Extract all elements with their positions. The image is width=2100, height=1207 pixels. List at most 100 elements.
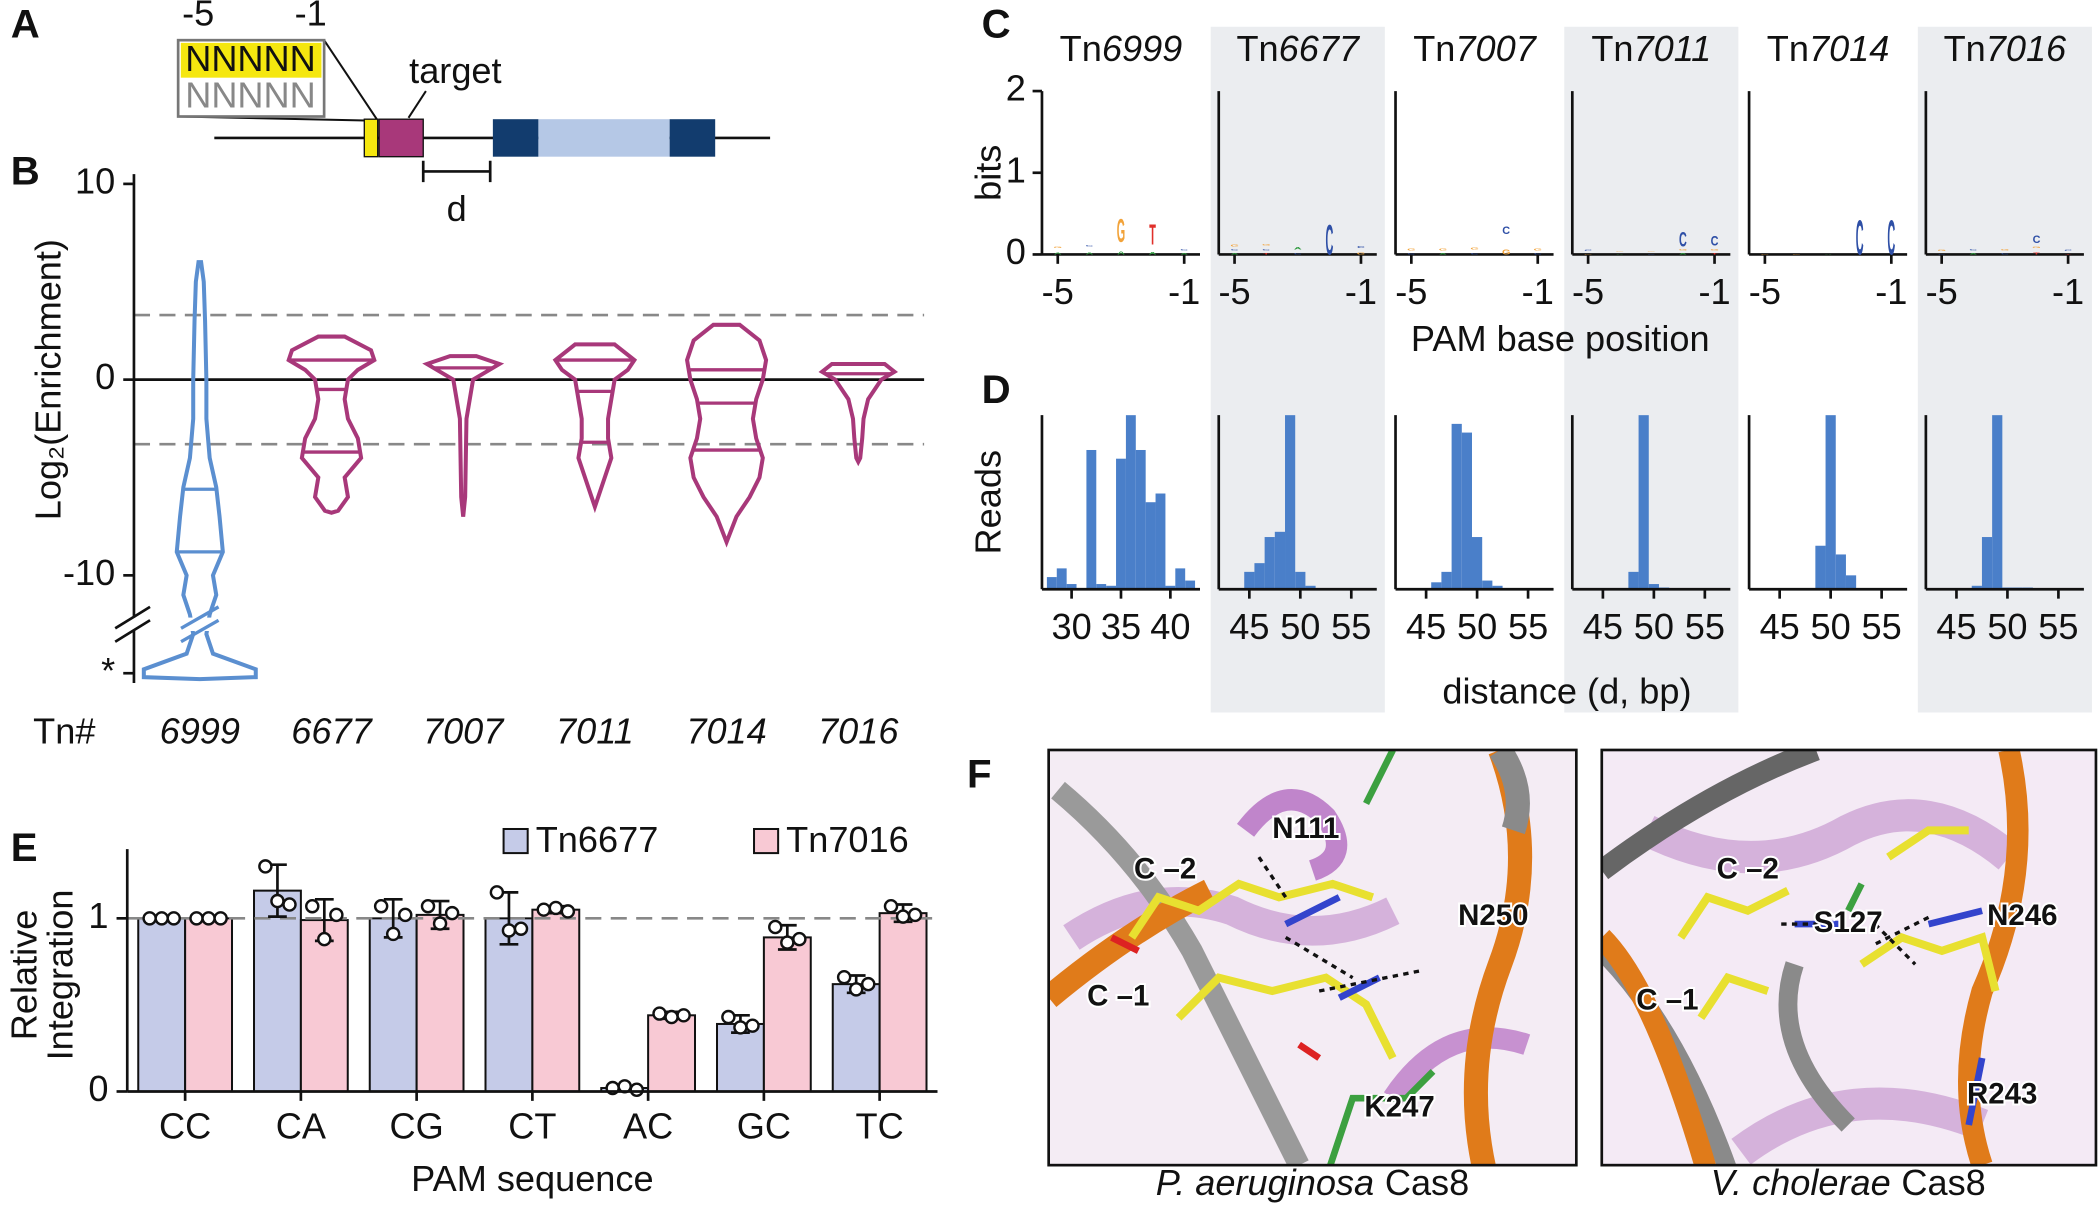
- pos-label: -5: [182, 0, 214, 34]
- column-shade: [1564, 26, 1739, 713]
- tn-end: [669, 119, 716, 157]
- bar: [1295, 571, 1306, 590]
- caption-protein: Cas8: [1901, 1162, 1985, 1203]
- bar: [762, 936, 812, 1093]
- x-tick-label: 6999: [160, 710, 240, 751]
- logo-letter: T: [1263, 253, 1270, 255]
- logo-letter: A: [1085, 252, 1093, 255]
- panel-label: E: [11, 825, 38, 870]
- bar: [1971, 585, 1982, 590]
- bar: [184, 917, 234, 1093]
- y-tick-label: -10: [63, 552, 115, 593]
- diagram-a: NNNNN NNNNN -5 -1 target d: [176, 0, 771, 229]
- bar: [1441, 571, 1452, 590]
- title-number: 7016: [1986, 27, 2067, 68]
- logo-letter: G: [1761, 254, 1769, 255]
- replicate-point: [836, 969, 852, 985]
- x-tick-label: -5: [1218, 271, 1250, 312]
- bar: [1185, 580, 1196, 590]
- logo-letter: A: [1679, 253, 1687, 255]
- bar: [1145, 502, 1156, 590]
- y-axis-label: bits: [968, 145, 1009, 201]
- x-tick-label: 30: [1051, 606, 1091, 647]
- logo-title: Tn7007: [1413, 27, 1537, 68]
- residue-label: C –2: [1134, 852, 1196, 885]
- logo-letter: G: [1679, 249, 1687, 251]
- violin-break: [180, 618, 220, 644]
- bar: [1992, 415, 2003, 590]
- logo-letter: G: [1534, 248, 1542, 251]
- axis-break: [114, 605, 151, 630]
- logo-letter: C: [2001, 253, 2009, 255]
- replicate-point: [536, 902, 551, 917]
- residue-label: C –1: [1636, 984, 1698, 1017]
- bar: [1155, 493, 1166, 590]
- column-shade: [1210, 26, 1385, 713]
- bar: [1431, 582, 1442, 590]
- legend-label: Tn6677: [536, 819, 659, 860]
- logo-letter: A: [1054, 252, 1062, 255]
- pam-block: [363, 118, 379, 158]
- bar: [1106, 585, 1117, 590]
- logo-letter: C: [2033, 234, 2041, 246]
- replicate-point: [895, 909, 911, 924]
- title-prefix: Tn: [1591, 27, 1633, 68]
- x-axis-label: Tn#: [33, 710, 95, 751]
- title-number: 6999: [1102, 27, 1182, 68]
- x-tick-label: -5: [1042, 271, 1074, 312]
- replicate-point: [792, 931, 807, 947]
- bar: [368, 917, 418, 1093]
- bar: [1638, 415, 1649, 590]
- x-tick-label: -5: [1926, 271, 1958, 312]
- x-tick-label: 40: [1150, 606, 1190, 647]
- x-tick-label: 55: [1508, 606, 1548, 647]
- replicate-point: [373, 898, 389, 914]
- bar: [1096, 584, 1107, 590]
- replicate-point: [907, 907, 923, 923]
- replicate-point: [848, 982, 864, 997]
- replicate-point: [861, 976, 876, 992]
- logo-letter: G: [1117, 213, 1125, 251]
- x-tick-label: 45: [1229, 606, 1269, 647]
- x-tick-label: -1: [1875, 271, 1907, 312]
- logo-letter: G: [1470, 247, 1478, 250]
- x-axis-label: PAM sequence: [411, 1158, 653, 1199]
- x-tick-label: 55: [1862, 606, 1902, 647]
- logo-letter: T: [1711, 253, 1718, 255]
- logo-letter: A: [1180, 253, 1188, 255]
- x-tick-label: 6677: [291, 710, 373, 751]
- replicate-point: [385, 926, 401, 942]
- replicate-point: [721, 1009, 736, 1025]
- caption-species: V. cholerae: [1711, 1162, 1891, 1203]
- bar: [1305, 585, 1316, 590]
- x-tick-label: -5: [1395, 271, 1427, 312]
- logo-letter: C: [1647, 254, 1655, 255]
- legend-swatch: [753, 827, 780, 855]
- bar: [1835, 554, 1846, 590]
- logo-letter: G: [1230, 244, 1238, 247]
- logo-letter: A: [1231, 253, 1239, 255]
- logo-letter: G: [1407, 248, 1415, 251]
- logo-letter: A: [1969, 253, 1977, 255]
- title-number: 6677: [1279, 27, 1361, 68]
- logo-letter: C: [1085, 245, 1093, 247]
- replicate-point: [282, 897, 297, 912]
- replicate-point: [560, 904, 576, 919]
- panel-label: C: [982, 1, 1011, 46]
- logo-title: Tn7014: [1767, 27, 1890, 68]
- residue-label: C –1: [1087, 980, 1149, 1013]
- logo-letter: A: [1616, 254, 1624, 255]
- replicate-point: [201, 911, 216, 926]
- x-tick-label: CC: [159, 1106, 211, 1147]
- x-tick-label: 50: [1634, 606, 1674, 647]
- title-prefix: Tn: [1767, 27, 1809, 68]
- logo-letter: G: [1502, 248, 1510, 256]
- replicate-point: [258, 859, 273, 874]
- logo-letter: G: [1710, 249, 1718, 251]
- x-tick-label: -1: [1698, 271, 1730, 312]
- residue-label: N111: [1272, 812, 1339, 845]
- caption: V. cholerae Cas8: [1711, 1162, 1986, 1203]
- residue-label: C –2: [1717, 852, 1779, 885]
- logo-letter: G: [2001, 249, 2009, 251]
- x-axis-label: PAM base position: [1411, 318, 1710, 359]
